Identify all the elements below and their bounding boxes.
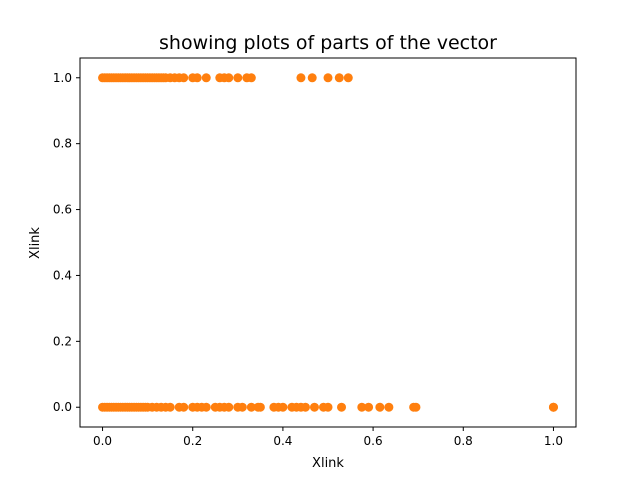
x-tick-label: 0.6 xyxy=(364,434,383,448)
data-point xyxy=(357,402,367,412)
data-point xyxy=(201,402,211,412)
y-tick-label: 1.0 xyxy=(53,71,72,85)
data-point xyxy=(548,402,558,412)
y-tick-label: 0.4 xyxy=(53,268,72,282)
data-point xyxy=(246,73,256,83)
data-points xyxy=(98,73,558,412)
plot-frame xyxy=(79,57,577,428)
x-tick-label: 0.8 xyxy=(454,434,473,448)
y-tick-label: 0.8 xyxy=(53,137,72,151)
data-point xyxy=(237,402,247,412)
x-tick-label: 0.0 xyxy=(93,434,112,448)
data-point xyxy=(179,402,189,412)
data-point xyxy=(334,73,344,83)
data-point xyxy=(337,402,347,412)
data-point xyxy=(323,402,333,412)
data-point xyxy=(309,402,319,412)
y-axis-ticks: 0.0 0.2 0.4 0.6 0.8 1.0 xyxy=(53,71,80,414)
data-point xyxy=(300,402,310,412)
data-point xyxy=(179,73,189,83)
data-point xyxy=(201,73,211,83)
data-point xyxy=(224,73,234,83)
data-point xyxy=(165,402,175,412)
x-axis-ticks: 0.0 0.2 0.4 0.6 0.8 1.0 xyxy=(93,427,563,448)
x-tick-label: 0.4 xyxy=(273,434,292,448)
data-point xyxy=(255,402,265,412)
x-tick-label: 1.0 xyxy=(544,434,563,448)
x-axis-label: Xlink xyxy=(312,456,344,471)
y-tick-label: 0.2 xyxy=(53,334,72,348)
data-point xyxy=(364,402,374,412)
data-point xyxy=(233,73,243,83)
data-point xyxy=(375,402,385,412)
data-point xyxy=(307,73,317,83)
data-point xyxy=(192,73,202,83)
data-point xyxy=(323,73,333,83)
data-point xyxy=(278,402,288,412)
data-point xyxy=(384,402,394,412)
y-tick-label: 0.6 xyxy=(53,203,72,217)
data-point xyxy=(296,73,306,83)
y-tick-label: 0.0 xyxy=(53,400,72,414)
data-point xyxy=(411,402,421,412)
data-point xyxy=(246,402,256,412)
x-tick-label: 0.2 xyxy=(183,434,202,448)
chart-title: showing plots of parts of the vector xyxy=(159,32,497,54)
data-point xyxy=(224,402,234,412)
data-point xyxy=(343,73,353,83)
y-axis-label: Xlink xyxy=(28,227,43,259)
